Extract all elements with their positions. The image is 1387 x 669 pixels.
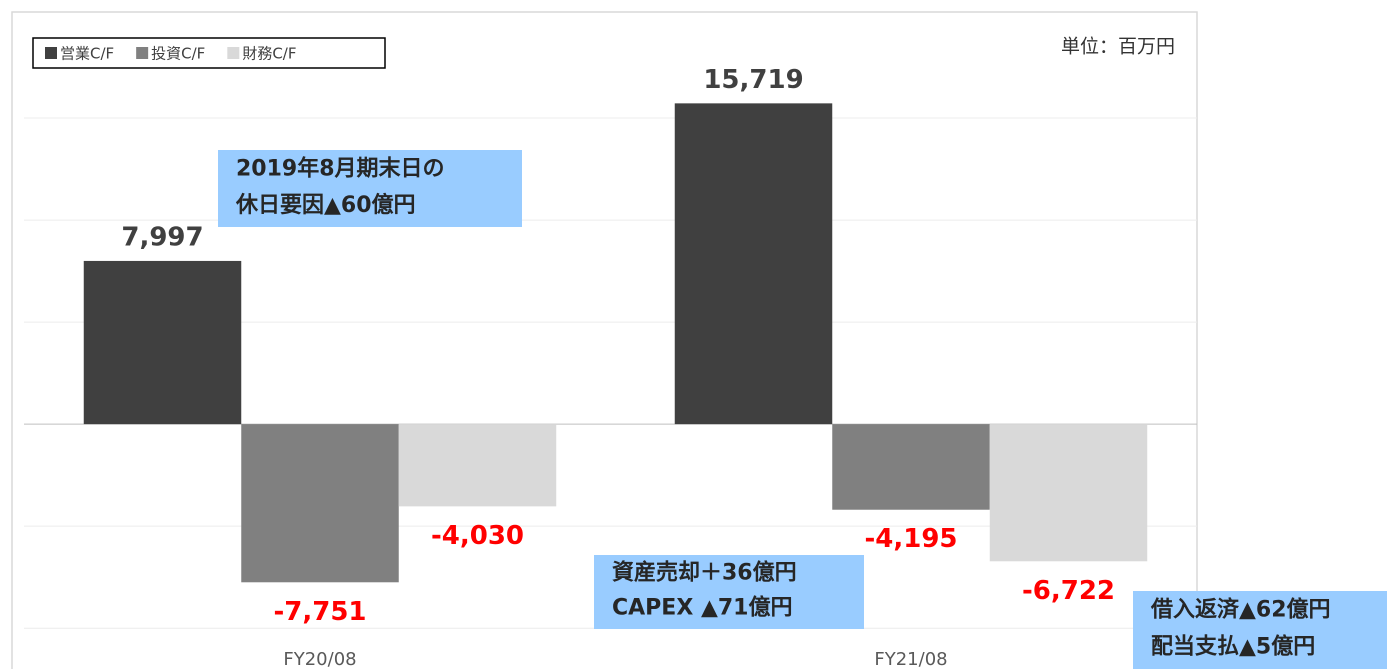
unit-label: 単位：百万円 (1061, 36, 1175, 58)
annotation-text: 休日要因▲60億円 (235, 192, 416, 218)
annotation-box (218, 150, 522, 227)
annotation-text: CAPEX ▲71億円 (612, 595, 792, 621)
data-label: -6,722 (1022, 576, 1115, 606)
annotation-text: 2019年8月期末日の (236, 155, 445, 181)
annotation-text: 借入返済▲62億円 (1150, 597, 1331, 623)
annotation-text: 資産売却＋36億円 (612, 560, 797, 586)
annotation-text: 配当支払▲5億円 (1151, 634, 1315, 660)
legend-box (32, 37, 386, 69)
legend-label: 営業C/F (60, 45, 114, 63)
bar (832, 424, 990, 510)
legend-swatch (136, 47, 149, 59)
bar (674, 103, 833, 425)
data-label: -7,751 (273, 597, 366, 627)
legend-swatch (227, 47, 240, 59)
legend-label: 財務C/F (242, 45, 296, 63)
bar (83, 260, 242, 425)
data-label: 15,719 (703, 65, 803, 95)
bar (241, 424, 399, 583)
x-tick-label: FY20/08 (283, 649, 356, 669)
data-label: 7,997 (121, 222, 203, 252)
legend-label: 投資C/F (151, 45, 205, 63)
legend-swatch (45, 47, 57, 59)
data-label: -4,030 (431, 521, 524, 551)
bar (398, 424, 557, 507)
data-label: -4,195 (864, 524, 957, 554)
annotation-box (1133, 591, 1387, 669)
x-tick-label: FY21/08 (874, 649, 947, 669)
annotation-box (594, 555, 864, 629)
bar (989, 424, 1148, 562)
